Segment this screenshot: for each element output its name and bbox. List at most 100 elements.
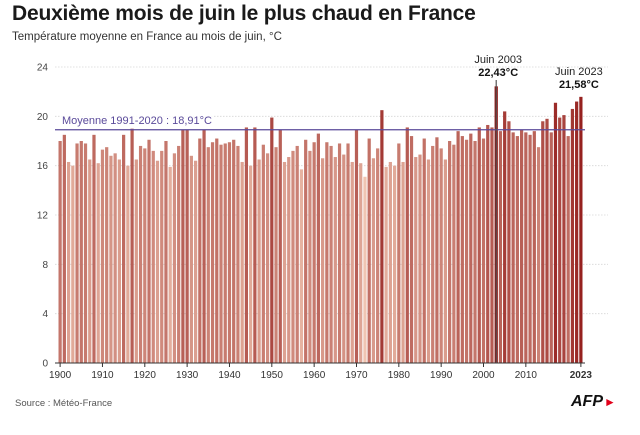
bar bbox=[168, 166, 172, 363]
bar bbox=[469, 133, 473, 363]
bar bbox=[257, 159, 261, 363]
bar bbox=[126, 165, 130, 363]
bar bbox=[312, 142, 316, 363]
bar bbox=[240, 161, 244, 363]
bar bbox=[520, 129, 524, 363]
bar bbox=[83, 143, 88, 363]
bar bbox=[75, 143, 79, 363]
bar bbox=[380, 110, 384, 364]
bar bbox=[308, 150, 312, 363]
bar bbox=[388, 161, 392, 363]
bar bbox=[278, 129, 282, 363]
bar bbox=[384, 166, 388, 363]
bar bbox=[147, 139, 151, 363]
bar bbox=[448, 141, 452, 363]
bar bbox=[435, 137, 439, 363]
x-tick-label: 1900 bbox=[49, 370, 72, 381]
bar bbox=[261, 144, 265, 363]
x-tick-label: 1940 bbox=[218, 370, 241, 381]
bar bbox=[295, 145, 299, 363]
bar bbox=[160, 150, 164, 363]
bar bbox=[392, 165, 397, 363]
y-tick-label: 12 bbox=[37, 211, 49, 222]
bar bbox=[376, 148, 380, 363]
bar bbox=[359, 163, 363, 363]
bar bbox=[363, 176, 367, 363]
bar bbox=[274, 147, 278, 363]
y-tick-label: 4 bbox=[42, 309, 48, 320]
x-tick-label: 1950 bbox=[261, 370, 284, 381]
bar bbox=[464, 139, 469, 363]
bar bbox=[409, 136, 414, 363]
bar bbox=[193, 160, 198, 363]
bar bbox=[62, 134, 66, 363]
bar bbox=[206, 147, 210, 363]
annotation-value: 21,58°C bbox=[559, 79, 599, 91]
bar bbox=[138, 145, 143, 363]
bar bbox=[426, 159, 431, 363]
y-tick-label: 20 bbox=[37, 112, 49, 123]
bar bbox=[498, 131, 503, 363]
bar bbox=[215, 138, 219, 363]
bar bbox=[532, 131, 536, 363]
bar bbox=[270, 117, 274, 363]
bar bbox=[223, 143, 227, 363]
bar bbox=[325, 142, 329, 363]
bar bbox=[503, 111, 507, 364]
bar bbox=[244, 127, 249, 363]
bar bbox=[460, 136, 464, 363]
bar bbox=[558, 117, 562, 363]
bar bbox=[172, 153, 177, 363]
bar bbox=[536, 147, 541, 363]
bar bbox=[549, 132, 553, 363]
bar bbox=[541, 121, 545, 364]
bar bbox=[122, 134, 126, 363]
afp-logo-text: AFP bbox=[571, 393, 603, 410]
bar bbox=[507, 121, 511, 364]
bar bbox=[473, 141, 477, 363]
bar bbox=[350, 161, 354, 363]
bar bbox=[553, 102, 558, 364]
bar bbox=[490, 127, 494, 363]
bar bbox=[528, 134, 532, 363]
bar bbox=[299, 169, 304, 363]
bar bbox=[566, 136, 570, 363]
bar bbox=[88, 159, 92, 363]
bar bbox=[117, 159, 121, 363]
chart-title: Deuxième mois de juin le plus chaud en F… bbox=[12, 2, 476, 25]
bar bbox=[96, 163, 100, 363]
bar bbox=[321, 158, 325, 363]
bar bbox=[524, 132, 528, 363]
bar bbox=[130, 128, 134, 363]
bar bbox=[177, 145, 181, 363]
x-tick-label: 1920 bbox=[134, 370, 157, 381]
bar bbox=[155, 160, 160, 363]
bar bbox=[397, 143, 401, 363]
bar bbox=[164, 141, 168, 363]
y-tick-label: 24 bbox=[37, 63, 49, 74]
x-tick-label: 1910 bbox=[91, 370, 114, 381]
bar bbox=[452, 144, 456, 363]
bar bbox=[151, 150, 155, 363]
bar bbox=[481, 138, 486, 363]
bar bbox=[346, 143, 350, 363]
bar bbox=[371, 158, 376, 363]
bar bbox=[439, 148, 443, 363]
bar bbox=[575, 101, 579, 364]
bar bbox=[143, 148, 147, 363]
annotation-label: Juin 2003 bbox=[474, 54, 522, 66]
bar bbox=[443, 159, 448, 363]
y-tick-label: 16 bbox=[37, 161, 49, 172]
bar bbox=[342, 154, 346, 363]
bar bbox=[329, 145, 333, 363]
bar bbox=[202, 129, 206, 363]
bar bbox=[100, 149, 105, 363]
bar bbox=[185, 129, 189, 363]
average-label: Moyenne 1991-2020 : 18,91°C bbox=[62, 115, 212, 127]
bar bbox=[66, 161, 71, 363]
bar bbox=[545, 118, 549, 363]
bar bbox=[579, 96, 583, 363]
bar bbox=[337, 143, 342, 363]
bar bbox=[210, 142, 215, 363]
